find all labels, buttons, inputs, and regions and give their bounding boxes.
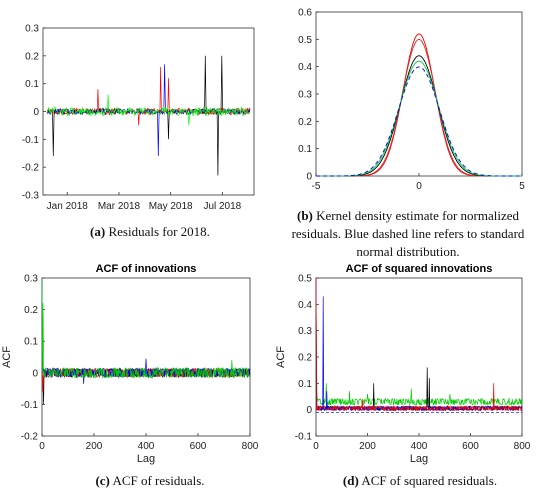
panel-a-y-tick-label-6: -0.3 — [22, 191, 40, 202]
panel-a-x-tick-label-1: Mar 2018 — [98, 201, 141, 212]
panel-b-y-tick-label-2: 0.4 — [298, 62, 312, 73]
panel-d-y-tick-label-2: 0.3 — [298, 326, 312, 337]
panel-b-density-line-2 — [316, 55, 522, 177]
panel-c-y-tick-label-2: 0.1 — [24, 337, 38, 348]
panel-a-y-tick-label-1: 0.2 — [25, 51, 39, 62]
panel-d-title: ACF of squared innovations — [346, 263, 493, 275]
panel-b-y-tick-label-3: 0.3 — [298, 90, 312, 101]
panel-b-y-tick-label-0: 0.6 — [298, 8, 312, 19]
panel-b-x-tick-label-0: -5 — [312, 181, 321, 192]
panel-a-y-tick-label-2: 0.1 — [25, 79, 39, 90]
panel-b-y-tick-label-5: 0.1 — [298, 144, 312, 155]
panel-d-y-tick-label-5: 0 — [306, 405, 312, 416]
panel-c-x-tick-label-2: 400 — [138, 441, 155, 452]
panel-c-y-tick-label-3: 0 — [32, 368, 38, 379]
caption-a-text: Residuals for 2018. — [108, 224, 210, 239]
panel-c-y-tick-label-5: -0.2 — [21, 432, 39, 443]
panel-c-x-tick-label-3: 600 — [190, 441, 207, 452]
panel-c-y-axis-label: ACF — [1, 346, 13, 368]
caption-d: (d) ACF of squared residuals. — [300, 472, 540, 490]
panel-c-y-tick-label-0: 0.3 — [24, 274, 38, 285]
panel-d-y-axis-label: ACF — [275, 346, 287, 368]
panel-d-acf-line-1 — [315, 277, 523, 412]
caption-a-label: (a) — [90, 224, 106, 239]
panel-b-y-tick-label-1: 0.5 — [298, 35, 312, 46]
panel-a-y-tick-label-5: -0.2 — [22, 163, 40, 174]
caption-b-label: (b) — [296, 208, 313, 223]
panel-b-density-line-4 — [316, 66, 522, 177]
panel-a-series-line-3 — [46, 94, 250, 126]
panel-c-acf-line-0 — [41, 281, 251, 405]
panel-d-acf-line-3 — [315, 277, 523, 412]
panel-c-x-tick-label-0: 0 — [39, 441, 45, 452]
panel-c-y-tick-label-4: -0.1 — [21, 400, 39, 411]
panel-b-kernel-density-chart: 0.60.50.40.30.20.10-5 0 5 — [298, 8, 525, 193]
caption-c-text: ACF of residuals. — [112, 473, 205, 488]
panel-b-x-tick-label-2: 5 — [519, 181, 525, 192]
caption-b-line-3: normal distribution. — [356, 244, 460, 259]
panel-b-density-line-1 — [316, 38, 522, 177]
panel-a-x-tick-label-0: Jan 2018 — [47, 201, 89, 212]
panel-a-y-tick-label-3: 0 — [33, 107, 39, 118]
panel-d-x-tick-label-3: 600 — [462, 441, 479, 452]
panel-d-y-tick-label-1: 0.4 — [298, 300, 312, 311]
caption-b-line-2: residuals. Blue dashed line refers to st… — [291, 226, 525, 241]
caption-c: (c) ACF of residuals. — [30, 472, 270, 490]
panel-a-series-line-0 — [46, 55, 251, 176]
panel-a-residuals-chart: 0.3 0.2 0.1 0 -0.1 -0.2 -0.3 Jan 2018 Mar 2018 Ma… — [22, 24, 255, 212]
panel-c-y-tick-label-1: 0.2 — [24, 305, 38, 316]
panel-c-x-tick-label-4: 800 — [242, 441, 259, 452]
panel-d-acf-line-0 — [315, 277, 523, 407]
panel-b-x-tick-label-1: 0 — [416, 181, 422, 192]
panel-b-density-line-3 — [316, 60, 522, 177]
panel-c-x-axis-label: Lag — [137, 453, 155, 465]
panel-a-x-tick-label-3: Jul 2018 — [203, 201, 241, 212]
caption-b-line-1: (b) Kernel density estimate for normaliz… — [268, 207, 548, 225]
caption-b-text-1: Kernel density estimate for normalized — [316, 208, 519, 223]
panel-b-y-tick-label-6: 0 — [306, 172, 312, 183]
panel-a-x-tick-label-2: May 2018 — [149, 201, 193, 212]
panel-d-y-tick-label-3: 0.2 — [298, 353, 312, 364]
caption-a: (a) Residuals for 2018. — [40, 223, 260, 241]
panel-d-acf-line-2 — [315, 277, 523, 412]
panel-c-acf-line-3 — [41, 281, 251, 379]
panel-c-title: ACF of innovations — [96, 263, 197, 275]
panel-d-x-tick-label-0: 0 — [313, 441, 319, 452]
panel-c-x-tick-label-1: 200 — [86, 441, 103, 452]
panel-a-y-tick-label-4: -0.1 — [22, 135, 40, 146]
caption-d-label: (d) — [342, 473, 359, 488]
panel-d-x-tick-label-2: 400 — [411, 441, 428, 452]
panel-b-frame — [315, 11, 523, 177]
panel-d-x-axis-label: Lag — [410, 453, 428, 465]
panel-c-frame — [41, 277, 251, 437]
panel-d-y-tick-label-0: 0.5 — [298, 274, 312, 285]
caption-b: (b) Kernel density estimate for normaliz… — [268, 207, 548, 261]
panel-d-y-tick-label-6: -0.1 — [295, 432, 313, 443]
panel-d-y-tick-label-4: 0.1 — [298, 379, 312, 390]
panel-d-x-tick-label-1: 200 — [359, 441, 376, 452]
caption-d-text: ACF of squared residuals. — [361, 473, 498, 488]
panel-a-series-line-1 — [46, 66, 251, 126]
panel-b-y-tick-label-4: 0.2 — [298, 117, 312, 128]
caption-c-label: (c) — [95, 473, 110, 488]
panel-d-x-tick-label-4: 800 — [514, 441, 531, 452]
panel-a-y-tick-label-0: 0.3 — [25, 24, 39, 35]
panel-b-density-line-0 — [316, 33, 522, 177]
